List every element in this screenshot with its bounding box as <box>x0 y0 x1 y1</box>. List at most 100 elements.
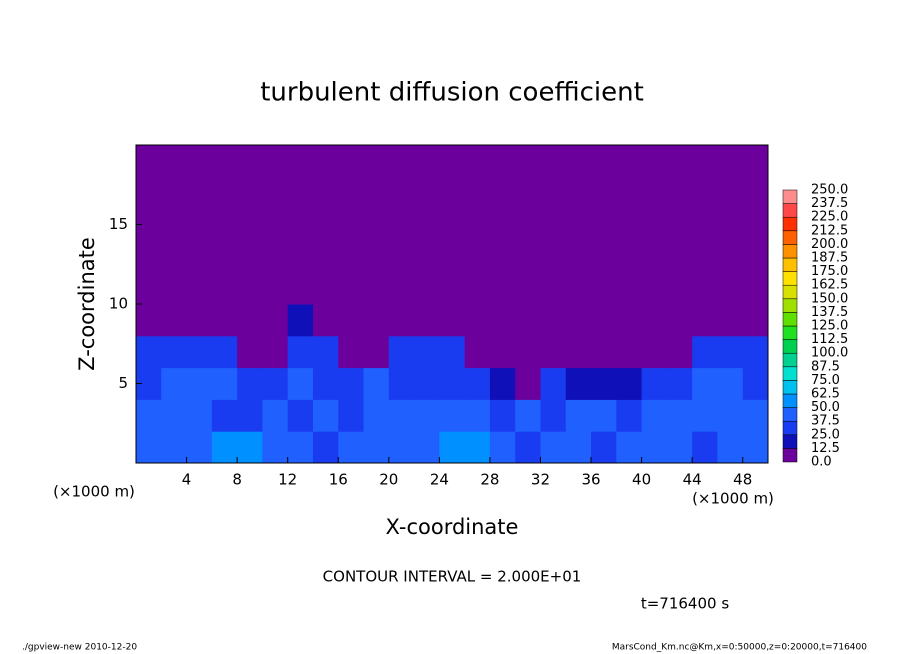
x-axis-label: X-coordinate <box>386 515 519 539</box>
cell <box>287 176 314 210</box>
cell <box>414 431 440 464</box>
cell <box>616 272 643 305</box>
cell <box>742 399 769 432</box>
cell <box>464 145 491 178</box>
cell <box>439 145 466 178</box>
footer-right: MarsCond_Km.nc@Km,x=0:50000,z=0:20000,t=… <box>612 643 867 653</box>
cell <box>591 240 617 273</box>
cell <box>439 431 466 464</box>
cell <box>666 240 693 273</box>
cell <box>262 272 289 305</box>
cell <box>211 145 238 178</box>
colorbar-swatch <box>782 380 798 395</box>
cell <box>540 208 567 241</box>
cell <box>515 272 541 305</box>
colorbar-label: 112.5 <box>811 332 848 347</box>
cell <box>540 240 567 273</box>
cell <box>211 176 238 210</box>
cell <box>616 304 643 337</box>
cell <box>237 240 263 273</box>
cell <box>211 399 238 432</box>
cell <box>641 240 668 273</box>
cell <box>414 176 440 210</box>
cell <box>287 399 314 432</box>
cell <box>666 304 693 337</box>
cell <box>641 272 668 305</box>
cell <box>616 145 643 178</box>
cell <box>666 431 693 464</box>
cell <box>136 304 162 337</box>
cell <box>237 399 263 432</box>
colorbar-label: 0.0 <box>811 455 832 470</box>
cell <box>338 176 365 210</box>
cell <box>464 335 491 369</box>
cell <box>363 399 390 432</box>
cell <box>742 145 769 178</box>
cell <box>262 208 289 241</box>
cell <box>161 399 188 432</box>
cell <box>641 176 668 210</box>
cell <box>312 304 339 337</box>
cell <box>414 145 440 178</box>
cell <box>136 145 162 178</box>
cell <box>136 240 162 273</box>
cell <box>540 145 567 178</box>
annotation: CONTOUR INTERVAL = 2.000E+01 <box>323 568 582 586</box>
cell <box>464 176 491 210</box>
cell <box>489 431 516 464</box>
colorbar-swatch <box>782 189 798 204</box>
cell <box>515 335 541 369</box>
cell <box>363 431 390 464</box>
cell <box>464 208 491 241</box>
cell <box>312 367 339 400</box>
cell <box>414 240 440 273</box>
cell <box>489 176 516 210</box>
cell <box>616 399 643 432</box>
cell <box>742 335 769 369</box>
cell <box>287 335 314 369</box>
cell <box>692 272 718 305</box>
cell <box>439 208 466 241</box>
cell <box>388 367 415 400</box>
cell <box>161 367 188 400</box>
cell <box>312 208 339 241</box>
cell <box>565 304 592 337</box>
cell <box>287 431 314 464</box>
cell <box>591 145 617 178</box>
x-tick-label: 32 <box>531 471 550 489</box>
cell <box>186 304 213 337</box>
cell <box>565 208 592 241</box>
cell <box>186 399 213 432</box>
cell <box>666 335 693 369</box>
colorbar-label: 150.0 <box>811 291 848 306</box>
cell <box>363 208 390 241</box>
cell <box>540 272 567 305</box>
cell <box>186 145 213 178</box>
cell <box>211 335 238 369</box>
cell <box>717 399 744 432</box>
time-label: t=716400 s <box>641 595 729 613</box>
cell <box>414 367 440 400</box>
cell <box>717 240 744 273</box>
y-tick-label: 5 <box>118 374 128 392</box>
cell <box>515 399 541 432</box>
cell <box>666 272 693 305</box>
cell <box>262 367 289 400</box>
cell <box>287 272 314 305</box>
cell <box>641 304 668 337</box>
cell <box>540 335 567 369</box>
cell <box>388 145 415 178</box>
cell <box>692 240 718 273</box>
cell <box>489 272 516 305</box>
cell <box>641 208 668 241</box>
cell <box>717 176 744 210</box>
colorbar-swatch <box>782 325 798 340</box>
cell <box>287 208 314 241</box>
cell <box>464 367 491 400</box>
cell <box>262 335 289 369</box>
cell <box>717 304 744 337</box>
cell <box>616 431 643 464</box>
colorbar-label: 75.0 <box>811 373 840 388</box>
cell <box>186 176 213 210</box>
colorbar-label: 225.0 <box>811 210 848 225</box>
